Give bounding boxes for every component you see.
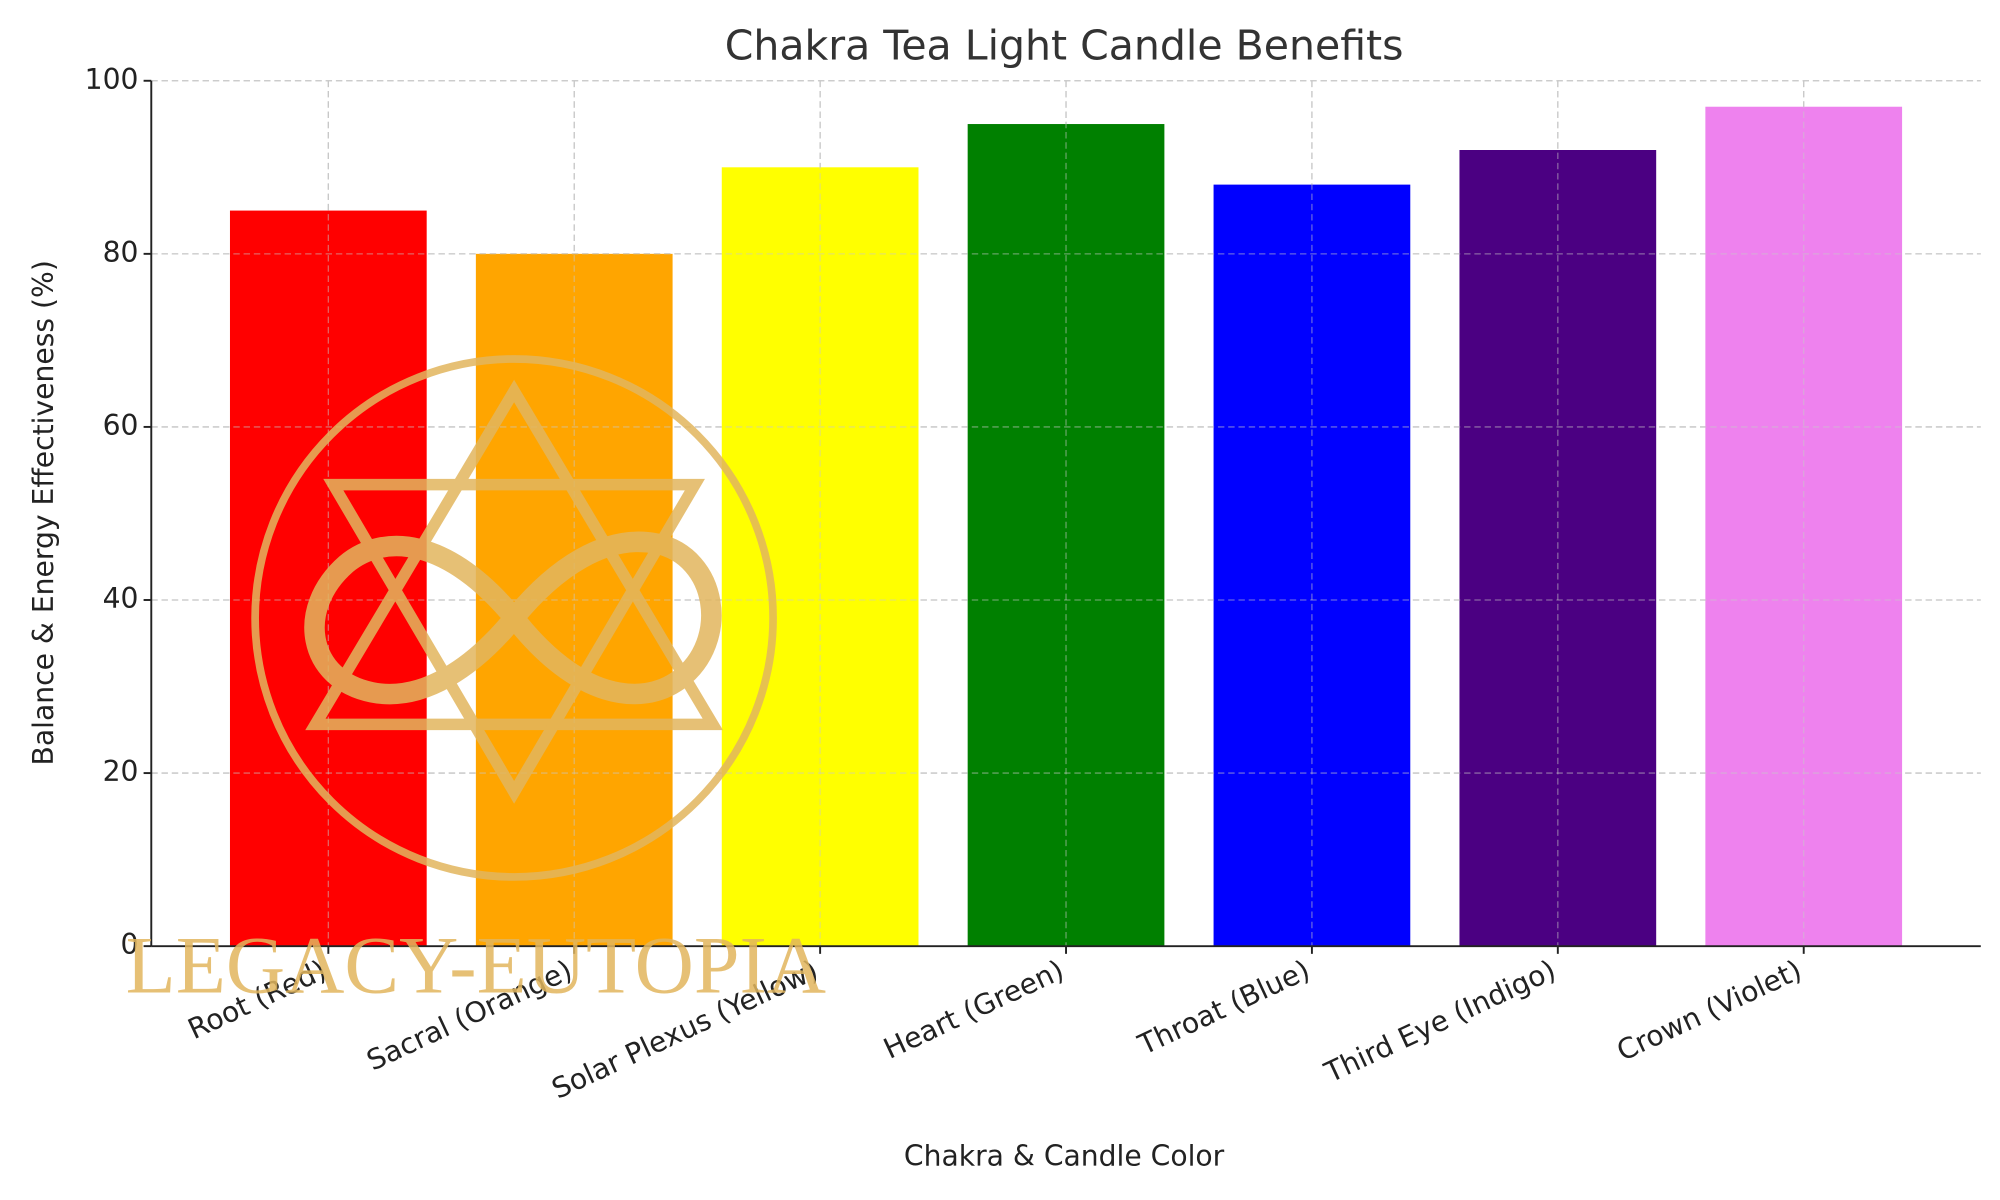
y-tick-label: 60 (103, 409, 139, 442)
y-tick-label: 80 (103, 236, 139, 269)
y-tick-label: 40 (103, 582, 139, 615)
y-tick-label: 0 (121, 928, 139, 961)
watermark: LEGACY-EUTOPIA (126, 355, 826, 1010)
y-tick-label: 100 (85, 63, 139, 96)
chart-title: Chakra Tea Light Candle Benefits (725, 22, 1404, 70)
y-tick-label: 20 (103, 755, 139, 788)
watermark-text: LEGACY-EUTOPIA (126, 919, 826, 1010)
y-axis-label: Balance & Energy Effectiveness (%) (27, 260, 60, 765)
watermark-logo (251, 355, 777, 881)
x-axis-label: Chakra & Candle Color (904, 1140, 1225, 1173)
